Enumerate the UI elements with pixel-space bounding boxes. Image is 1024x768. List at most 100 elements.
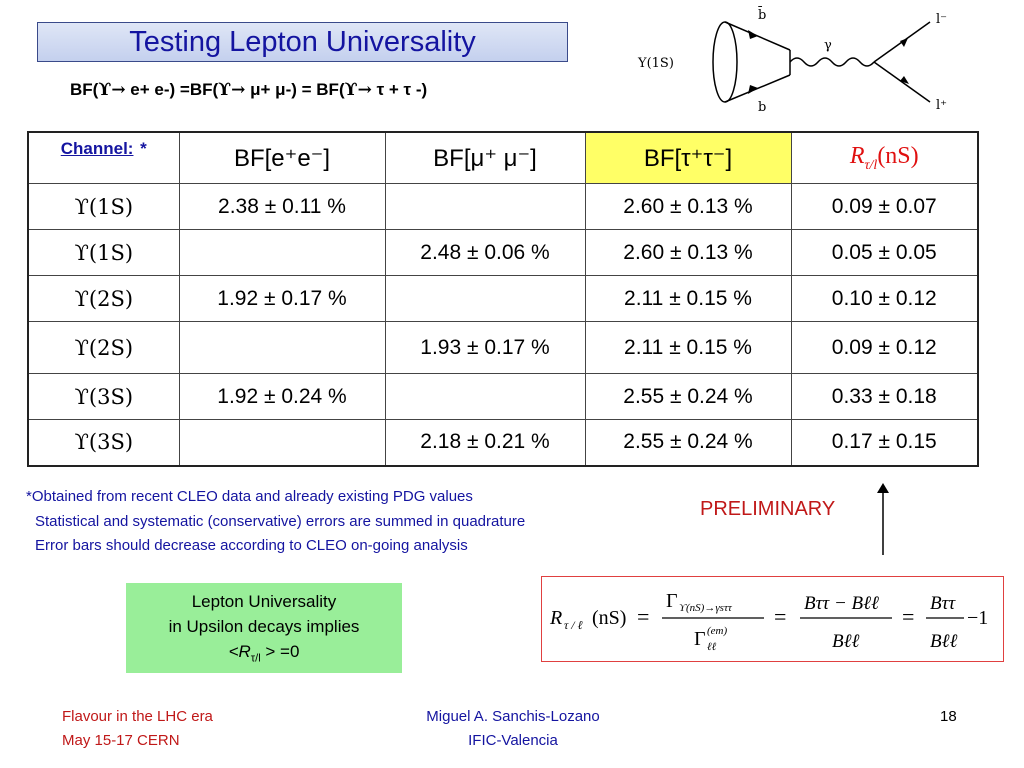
cell-tautau: 2.11 ± 0.15 % — [584, 321, 792, 374]
diagram-label-lplus: l⁺ — [936, 98, 947, 113]
lu-line-2: in Upsilon decays implies — [168, 617, 360, 636]
cell-ee: 2.38 ± 0.11 % — [178, 183, 386, 230]
formula-minus-one: −1 — [967, 607, 988, 629]
footer-conference: Flavour in the LHC era — [62, 708, 213, 725]
cell-channel: ϒ(1S) — [27, 229, 180, 276]
diagram-label-bbar: b̄ — [757, 6, 766, 23]
cell-tautau: 2.60 ± 0.13 % — [584, 229, 792, 276]
header-ee: BF[e⁺e⁻] — [178, 131, 386, 184]
arrow-head — [900, 76, 909, 84]
ratio-arg: (nS) — [877, 142, 919, 169]
table-header-row: Channel: * BF[e⁺e⁻] BF[μ⁺ μ⁻] BF[τ⁺τ⁻] R… — [27, 131, 979, 184]
cell-channel: ϒ(1S) — [27, 183, 180, 230]
cell-ratio: 0.17 ± 0.15 — [790, 419, 979, 466]
diagram-label-lminus: l⁻ — [936, 12, 947, 27]
cell-channel: ϒ(2S) — [27, 321, 180, 374]
formula-mid-den: Bℓℓ — [832, 631, 860, 652]
lu-line-1: Lepton Universality — [191, 592, 337, 611]
lu-line-3: <Rτ/l > =0 — [126, 639, 402, 671]
formula-equals: = — [902, 604, 914, 629]
cell-channel: ϒ(3S) — [27, 373, 180, 420]
cell-tautau: 2.60 ± 0.13 % — [584, 183, 792, 230]
formula-right-num: Bττ — [930, 593, 956, 614]
eq-part: e+ e-) — [125, 80, 180, 99]
cell-ratio: 0.33 ± 0.18 — [790, 373, 979, 420]
formula-equals: = — [637, 604, 649, 629]
diagram-particle-label: Υ(1S) — [637, 56, 674, 71]
photon-line — [789, 57, 875, 67]
header-tautau: BF[τ⁺τ⁻] — [584, 131, 792, 184]
cell-ee — [178, 419, 386, 466]
slide-title: Testing Lepton Universality — [129, 25, 476, 58]
upsilon-blob — [712, 21, 738, 103]
formula-gamma-den: Γ — [694, 628, 706, 650]
cell-ratio: 0.09 ± 0.12 — [790, 321, 979, 374]
footer-author: Miguel A. Sanchis-Lozano — [426, 708, 600, 725]
arrow-head — [900, 38, 908, 47]
arrow-symbol: → — [111, 80, 126, 100]
arrow-symbol: → — [231, 80, 246, 100]
quark-line-bottom — [724, 74, 791, 103]
cell-ee — [178, 229, 386, 276]
table-row: ϒ(2S) 1.93 ± 0.17 % 2.11 ± 0.15 % 0.09 ±… — [27, 321, 979, 374]
cell-mumu: 1.93 ± 0.17 % — [384, 321, 586, 374]
lepton-line-bottom — [873, 61, 931, 103]
cell-mumu — [384, 183, 586, 230]
table-row: ϒ(3S) 1.92 ± 0.24 % 2.55 ± 0.24 % 0.33 ±… — [27, 373, 979, 420]
formula-num-sub: ϒ(nS)→γsττ — [679, 602, 733, 614]
formula-R: R — [549, 607, 562, 629]
cell-ratio: 0.10 ± 0.12 — [790, 275, 979, 322]
title-box: Testing Lepton Universality — [37, 22, 568, 62]
formula-equals: = — [774, 604, 786, 629]
cell-ratio: 0.05 ± 0.05 — [790, 229, 979, 276]
arrow-head — [748, 85, 758, 94]
diagram-label-b: b — [758, 100, 766, 115]
header-mumu: BF[μ⁺ μ⁻] — [384, 131, 586, 184]
header-ratio: Rτ/l(nS) — [790, 131, 979, 184]
arrow-head — [748, 30, 758, 39]
note-line-1: *Obtained from recent CLEO data and alre… — [26, 488, 473, 505]
eq-part: τ + τ -) — [371, 80, 428, 99]
cell-mumu — [384, 373, 586, 420]
up-arrow-icon — [877, 483, 889, 555]
channel-label: Channel: — [60, 139, 134, 158]
cell-ee: 1.92 ± 0.17 % — [178, 275, 386, 322]
cell-mumu: 2.18 ± 0.21 % — [384, 419, 586, 466]
formula-gamma-num: Γ — [666, 590, 678, 612]
formula-arg: (nS) — [592, 607, 626, 629]
cell-mumu — [384, 275, 586, 322]
cell-channel: ϒ(3S) — [27, 419, 180, 466]
cell-ratio: 0.09 ± 0.07 — [790, 183, 979, 230]
table-row: ϒ(1S) 2.48 ± 0.06 % 2.60 ± 0.13 % 0.05 ±… — [27, 229, 979, 276]
note-line-3: Error bars should decrease according to … — [35, 537, 468, 554]
header-channel: Channel: * — [27, 131, 180, 184]
ratio-formula-box: R τ / ℓ (nS) = Γ ϒ(nS)→γsττ Γ (em) ℓℓ = … — [541, 576, 1004, 662]
table-row: ϒ(3S) 2.18 ± 0.21 % 2.55 ± 0.24 % 0.17 ±… — [27, 419, 979, 466]
upsilon-symbol: ϒ — [344, 80, 358, 100]
table-row: ϒ(1S) 2.38 ± 0.11 % 2.60 ± 0.13 % 0.09 ±… — [27, 183, 979, 230]
table-row: ϒ(2S) 1.92 ± 0.17 % 2.11 ± 0.15 % 0.10 ±… — [27, 275, 979, 322]
bf-table: Channel: * BF[e⁺e⁻] BF[μ⁺ μ⁻] BF[τ⁺τ⁻] R… — [27, 131, 979, 467]
universality-equation: BF(ϒ→ e+ e-) =BF(ϒ→ μ+ μ-) = BF(ϒ→ τ + τ… — [70, 80, 427, 100]
cell-tautau: 2.55 ± 0.24 % — [584, 419, 792, 466]
eq-part: BF( — [70, 80, 99, 99]
formula-right-den: Bℓℓ — [930, 631, 958, 652]
diagram-label-gamma: γ — [824, 38, 832, 53]
lu-r-sub: τ/l — [250, 652, 261, 665]
cell-mumu: 2.48 ± 0.06 % — [384, 229, 586, 276]
lu-r-close: > =0 — [260, 642, 300, 661]
cell-tautau: 2.55 ± 0.24 % — [584, 373, 792, 420]
cell-channel: ϒ(2S) — [27, 275, 180, 322]
cell-ee — [178, 321, 386, 374]
eq-equals: = — [179, 80, 190, 99]
channel-star: * — [140, 139, 147, 158]
upsilon-symbol: ϒ — [98, 80, 112, 100]
page-number: 18 — [940, 708, 957, 725]
eq-part: μ+ μ-) = BF( — [245, 80, 345, 99]
formula-mid-num: Bττ − Bℓℓ — [804, 593, 879, 614]
cell-ee: 1.92 ± 0.24 % — [178, 373, 386, 420]
upsilon-symbol: ϒ — [218, 80, 232, 100]
formula-den-sup: (em) — [707, 625, 727, 637]
footer-date: May 15-17 CERN — [62, 732, 180, 749]
footer-institute: IFIC-Valencia — [468, 732, 558, 749]
